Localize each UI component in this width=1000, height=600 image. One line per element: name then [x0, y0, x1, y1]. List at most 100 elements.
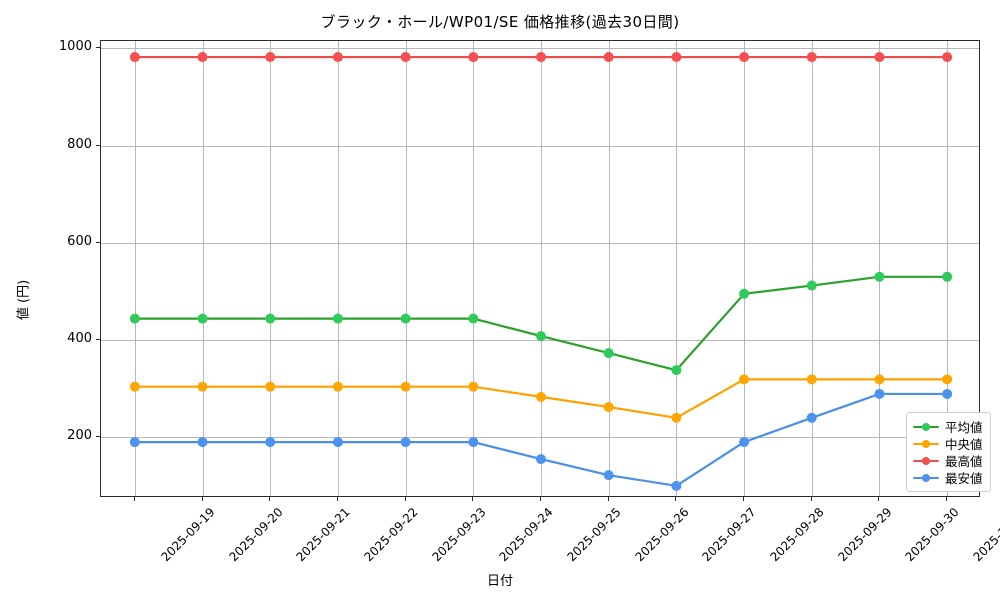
data-point	[942, 52, 953, 63]
y-axis-tick-mark	[96, 144, 100, 146]
legend-marker-icon	[913, 421, 939, 433]
data-point	[603, 402, 614, 413]
data-point	[332, 52, 343, 63]
x-axis-tick-label: 2025-09-24	[496, 505, 556, 565]
legend-item-中央値[interactable]: 中央値	[913, 435, 983, 452]
data-point	[942, 374, 953, 385]
data-point	[874, 374, 885, 385]
x-axis-tick-mark	[675, 497, 677, 501]
data-point	[671, 480, 682, 491]
grid-line-vertical	[608, 41, 610, 496]
data-point	[536, 391, 546, 402]
data-point	[468, 52, 479, 63]
y-axis-tick-label: 800	[67, 136, 92, 152]
legend-item-平均値[interactable]: 平均値	[913, 418, 983, 435]
data-point	[671, 52, 682, 63]
data-point	[400, 437, 411, 448]
y-axis-tick-label: 400	[67, 330, 92, 346]
data-point	[129, 52, 140, 63]
data-point	[197, 381, 208, 392]
grid-line-vertical	[270, 41, 272, 496]
x-axis-tick-mark	[540, 497, 541, 501]
data-point	[671, 365, 682, 376]
y-axis-label-wrap: 値 (円)	[17, 0, 42, 600]
grid-line-vertical	[541, 41, 542, 496]
grid-line-vertical	[744, 41, 746, 496]
data-point	[332, 437, 343, 448]
grid-line-horizontal	[101, 48, 979, 50]
data-point	[400, 52, 411, 63]
grid-line-vertical	[879, 41, 881, 496]
data-point	[468, 437, 479, 448]
x-axis-tick-label: 2025-09-26	[632, 505, 692, 565]
chart-title: ブラック・ホール/WP01/SE 価格推移(過去30日間)	[320, 13, 680, 31]
series-平均値	[129, 271, 953, 376]
x-axis-tick-label: 2025-09-30	[902, 505, 963, 565]
data-point	[129, 313, 140, 324]
grid-line-vertical	[947, 41, 949, 496]
x-axis-tick-mark	[810, 497, 812, 501]
data-point	[739, 52, 750, 63]
legend[interactable]: 平均値 中央値 最高値最安値	[906, 412, 991, 492]
data-point	[265, 313, 276, 324]
y-axis-tick-label: 200	[67, 428, 92, 444]
data-point	[332, 313, 343, 324]
data-point	[874, 52, 885, 63]
x-axis-tick-mark	[946, 497, 948, 501]
data-point	[400, 381, 411, 392]
data-point	[603, 348, 614, 359]
data-point	[806, 412, 817, 423]
x-axis-tick-mark	[336, 497, 338, 501]
x-axis-tick-mark	[472, 497, 474, 501]
grid-line-vertical	[811, 41, 813, 496]
y-axis-tick-mark	[96, 47, 100, 49]
x-axis-tick-label: 2025-09-29	[835, 505, 895, 565]
y-axis-tick-mark	[96, 338, 100, 340]
grid-line-vertical	[473, 41, 475, 496]
data-point	[806, 280, 817, 291]
data-point	[400, 313, 411, 324]
y-axis-label: 値 (円)	[16, 279, 32, 321]
data-point	[265, 381, 276, 392]
data-point	[739, 437, 750, 448]
legend-marker-icon	[913, 472, 939, 484]
series-最安値	[129, 388, 953, 491]
data-point	[739, 288, 750, 299]
grid-line-vertical	[337, 41, 339, 496]
x-axis-tick-mark	[404, 497, 406, 501]
x-axis-tick-label: 2025-09-23	[429, 505, 489, 565]
x-axis-tick-mark	[133, 497, 135, 501]
legend-label: 最安値	[945, 471, 983, 486]
x-axis-tick-label: 2025-09-19	[158, 505, 218, 565]
grid-line-vertical	[405, 41, 407, 496]
data-point	[874, 388, 885, 399]
x-axis-tick-label: 2025-10-01	[970, 505, 1000, 565]
x-axis-tick-label: 2025-09-21	[293, 505, 353, 565]
x-axis-label: 日付	[486, 574, 513, 589]
legend-item-最高値[interactable]: 最高値	[913, 452, 983, 469]
data-point	[468, 381, 479, 392]
legend-label: 平均値	[945, 420, 983, 435]
plot-area	[100, 40, 980, 497]
grid-line-horizontal	[101, 437, 979, 439]
grid-line-vertical	[134, 41, 136, 496]
data-point	[129, 381, 140, 392]
series-line	[133, 392, 949, 487]
grid-line-vertical	[202, 41, 204, 496]
legend-item-最安値[interactable]: 最安値	[913, 469, 983, 486]
data-point	[739, 374, 750, 385]
series-最高値	[129, 52, 953, 63]
data-point	[332, 381, 343, 392]
data-point	[942, 388, 953, 399]
data-point	[265, 437, 276, 448]
data-point	[536, 331, 546, 342]
x-axis-tick-label: 2025-09-22	[361, 505, 421, 565]
data-point	[603, 470, 614, 481]
x-axis-tick-mark	[743, 497, 745, 501]
x-axis-tick-mark	[269, 497, 271, 501]
data-point	[942, 271, 953, 282]
data-point	[197, 313, 208, 324]
data-point	[874, 271, 885, 282]
series-line	[133, 275, 949, 372]
